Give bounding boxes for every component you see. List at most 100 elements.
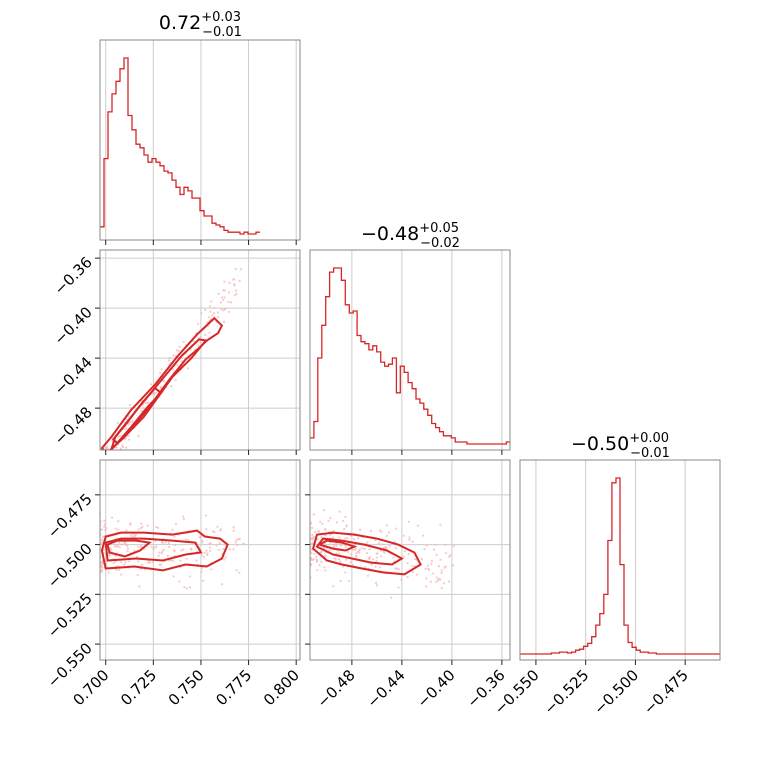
scatter-point — [125, 418, 128, 421]
scatter-point — [147, 561, 150, 564]
scatter-point — [173, 535, 176, 538]
scatter-point — [160, 368, 163, 371]
scatter-point — [237, 537, 240, 541]
scatter-point — [395, 527, 398, 530]
scatter-point — [104, 523, 107, 526]
scatter-point — [129, 522, 132, 525]
scatter-point — [323, 566, 326, 569]
scatter-point — [324, 554, 327, 557]
scatter-point — [100, 561, 103, 564]
scatter-point — [235, 539, 238, 542]
scatter-point — [334, 558, 338, 561]
scatter-point — [354, 548, 357, 552]
scatter-point — [102, 472, 104, 474]
scatter-point — [201, 579, 205, 582]
scatter-point — [353, 538, 356, 541]
scatter-point — [151, 561, 154, 564]
title-param-2: −0.48+0.05 — [361, 221, 459, 245]
scatter-point — [99, 451, 101, 453]
scatter-point — [335, 542, 338, 546]
scatter-point — [444, 543, 447, 547]
scatter-point — [100, 456, 102, 458]
scatter-point — [139, 527, 142, 530]
panel-frame-2-2 — [519, 459, 721, 661]
scatter-point — [338, 536, 341, 539]
scatter-point — [369, 529, 373, 532]
scatter-point — [102, 457, 104, 459]
scatter-point — [393, 540, 396, 543]
scatter-point — [430, 559, 434, 563]
scatter-point — [407, 553, 410, 556]
scatter-point — [411, 564, 414, 568]
scatter-point — [103, 525, 106, 528]
scatter-point — [174, 523, 178, 526]
scatter-point — [101, 541, 104, 544]
scatter-point — [426, 564, 430, 567]
title-param-2-minus: −0.02 — [420, 236, 460, 251]
scatter-point — [319, 520, 322, 523]
scatter-point — [170, 385, 173, 388]
scatter-point — [452, 564, 455, 567]
scatter-point — [234, 541, 237, 544]
scatter-point — [318, 530, 321, 533]
scatter-point — [219, 301, 222, 304]
scatter-point — [439, 558, 442, 561]
scatter-point — [199, 341, 202, 344]
scatter-point — [379, 555, 382, 558]
scatter-point — [233, 294, 236, 297]
scatter-point — [155, 545, 158, 548]
scatter-point — [208, 546, 212, 549]
scatter-point — [333, 556, 336, 560]
scatter-point — [311, 542, 314, 545]
scatter-point — [351, 563, 354, 566]
scatter-point — [116, 457, 118, 459]
scatter-point — [344, 558, 348, 561]
scatter-point — [120, 543, 123, 546]
scatter-point — [118, 546, 121, 549]
scatter-point — [338, 510, 341, 513]
scatter-point — [172, 559, 175, 563]
scatter-point — [227, 291, 231, 294]
scatter-point — [140, 563, 143, 566]
scatter-point — [137, 434, 140, 437]
scatter-point — [425, 585, 428, 588]
scatter-point — [118, 434, 121, 437]
scatter-point — [207, 316, 210, 319]
scatter-point — [345, 524, 348, 527]
scatter-point — [100, 570, 103, 573]
scatter-point — [406, 575, 409, 579]
panel-frame-1-2 — [309, 459, 511, 661]
scatter-point — [347, 579, 350, 583]
scatter-point — [402, 555, 406, 558]
scatter-point — [168, 559, 171, 562]
scatter-point — [430, 562, 433, 566]
scatter-point — [126, 550, 129, 553]
scatter-point — [374, 538, 377, 542]
scatter-point — [212, 312, 216, 315]
scatter-point — [321, 522, 324, 525]
scatter-point — [411, 540, 414, 543]
scatter-point — [162, 379, 165, 382]
scatter-point — [443, 582, 446, 585]
scatter-point — [185, 587, 188, 590]
scatter-point — [397, 568, 400, 571]
scatter-point — [210, 568, 213, 571]
x-tick-label: 0.775 — [212, 666, 255, 709]
scatter-point — [332, 584, 335, 588]
x-tick-label: 0.700 — [69, 666, 112, 709]
scatter-point — [146, 524, 149, 527]
scatter-point — [136, 574, 139, 577]
panel-frame-0-0 — [99, 39, 301, 241]
scatter-point — [126, 547, 130, 550]
scatter-point — [183, 586, 186, 589]
scatter-point — [358, 528, 362, 531]
scatter-point — [224, 556, 227, 559]
scatter-point — [337, 558, 341, 561]
scatter-point — [109, 547, 112, 550]
scatter-point — [397, 586, 400, 589]
scatter-point — [179, 559, 182, 562]
scatter-point — [124, 561, 127, 564]
scatter-point — [141, 525, 144, 528]
scatter-point — [310, 552, 313, 555]
scatter-point — [221, 583, 224, 586]
